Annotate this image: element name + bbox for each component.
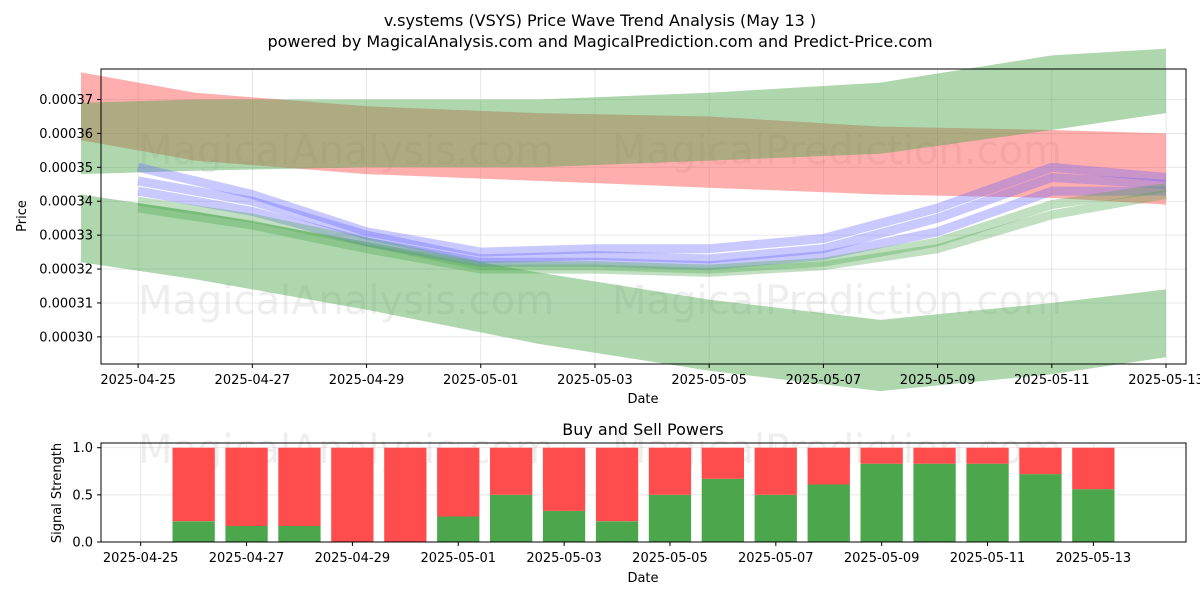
signal-x-tick-label: 2025-05-09 xyxy=(844,551,920,566)
buy-power-bar xyxy=(807,484,850,542)
signal-x-tick-label: 2025-04-25 xyxy=(103,551,179,566)
price-y-tick-label: 0.00037 xyxy=(39,93,93,108)
price-bands xyxy=(81,48,1166,392)
price-x-tick-label: 2025-05-03 xyxy=(557,373,633,388)
price-x-tick-label: 2025-05-07 xyxy=(786,373,862,388)
buy-power-bar xyxy=(490,494,533,542)
price-x-axis-label: Date xyxy=(627,392,658,407)
watermark-text: MagicalAnalysis.com xyxy=(138,278,554,324)
sell-power-bar xyxy=(384,447,427,542)
signal-x-ticks: 2025-04-25 2025-04-27 2025-04-29 2025-05-01… xyxy=(103,542,1131,566)
price-watermarks: MagicalAnalysis.com MagicalPrediction.com… xyxy=(138,128,1062,324)
signal-x-tick-label: 2025-04-29 xyxy=(315,551,391,566)
signal-x-tick-label: 2025-05-05 xyxy=(632,551,708,566)
buy-power-bar xyxy=(1072,489,1115,542)
signal-panel: Buy and Sell Powers MagicalAnalysis.comM… xyxy=(50,420,1187,586)
watermark-text: MagicalPrediction.com xyxy=(612,278,1062,324)
sell-power-bar xyxy=(754,447,797,495)
price-y-tick-label: 0.00032 xyxy=(39,263,93,278)
wave-line xyxy=(137,162,1167,257)
price-y-axis-label: Price xyxy=(15,200,30,232)
sell-power-bar xyxy=(1019,447,1062,475)
buy-power-bar xyxy=(225,526,268,542)
price-grid xyxy=(101,69,1186,364)
chart-subtitle: powered by MagicalAnalysis.com and Magic… xyxy=(267,32,932,51)
wave-line xyxy=(137,190,1167,277)
price-x-tick-label: 2025-04-27 xyxy=(215,373,291,388)
price-x-ticks: 2025-04-25 2025-04-27 2025-04-29 2025-05-01… xyxy=(100,364,1200,388)
signal-x-tick-label: 2025-05-01 xyxy=(420,551,496,566)
signal-axes-frame xyxy=(100,442,1187,543)
signal-y-axis-label: Signal Strength xyxy=(50,443,65,543)
buy-power-bar xyxy=(1019,474,1062,542)
price-x-tick-label: 2025-05-09 xyxy=(900,373,976,388)
price-y-tick-label: 0.00030 xyxy=(39,330,93,345)
buy-power-bar xyxy=(648,494,692,542)
sell-power-bar xyxy=(595,447,639,522)
price-panel: MagicalAnalysis.com MagicalPrediction.com… xyxy=(15,48,1200,407)
price-x-tick-label: 2025-05-11 xyxy=(1014,373,1090,388)
trend-band xyxy=(81,72,1166,205)
price-y-tick-label: 0.00035 xyxy=(39,161,93,176)
wave-line xyxy=(137,186,1166,271)
price-x-tick-label: 2025-04-29 xyxy=(329,373,405,388)
buy-power-bar xyxy=(966,463,1009,542)
price-y-tick-label: 0.00031 xyxy=(39,296,93,311)
buy-power-bar xyxy=(172,521,215,542)
signal-x-tick-label: 2025-04-27 xyxy=(209,551,285,566)
price-y-tick-label: 0.00033 xyxy=(39,229,93,244)
watermark-text: MagicalAnalysis.com xyxy=(138,128,554,174)
buy-power-bar xyxy=(913,463,956,542)
buy-power-bar xyxy=(860,463,903,542)
sell-power-bar xyxy=(913,447,956,464)
price-y-ticks: 0.00030 0.00031 0.00032 0.00033 0.00034 0.000… xyxy=(39,93,101,345)
buy-power-bar xyxy=(542,510,586,542)
sell-power-bar xyxy=(701,447,744,479)
sell-power-bar xyxy=(225,447,268,526)
watermark-text: MagicalPrediction.com xyxy=(612,128,1062,174)
chart-title: v.systems (VSYS) Price Wave Trend Analys… xyxy=(384,11,816,30)
price-y-tick-label: 0.00036 xyxy=(39,127,93,142)
signal-chart-title: Buy and Sell Powers xyxy=(562,420,724,439)
signal-x-axis-label: Date xyxy=(627,571,658,586)
buy-power-bar xyxy=(437,516,480,542)
signal-y-tick-label: 0.0 xyxy=(72,536,93,551)
wave-line xyxy=(137,183,1167,274)
buy-power-bar xyxy=(595,521,639,542)
sell-power-bar xyxy=(490,447,533,495)
price-x-tick-label: 2025-04-25 xyxy=(100,373,176,388)
price-axes-frame xyxy=(100,68,1187,365)
sell-power-bar xyxy=(542,447,586,511)
buy-power-bar xyxy=(754,494,797,542)
wave-line xyxy=(137,173,1167,264)
signal-x-tick-label: 2025-05-13 xyxy=(1056,551,1132,566)
trend-band xyxy=(81,194,1166,392)
price-lines xyxy=(137,162,1167,277)
price-y-tick-label: 0.00034 xyxy=(39,195,93,210)
sell-power-bar xyxy=(966,447,1009,464)
sell-power-bar xyxy=(860,447,903,464)
sell-power-bar xyxy=(648,447,692,495)
buy-power-bar xyxy=(701,478,744,542)
sell-power-bar xyxy=(172,447,215,522)
price-x-tick-label: 2025-05-01 xyxy=(443,373,519,388)
signal-x-tick-label: 2025-05-07 xyxy=(738,551,814,566)
signal-y-tick-label: 1.0 xyxy=(72,441,93,456)
buy-power-bar xyxy=(278,526,321,542)
sell-power-bar xyxy=(1072,447,1115,490)
sell-power-bar xyxy=(437,447,480,517)
trend-band xyxy=(81,48,1166,175)
signal-x-tick-label: 2025-05-03 xyxy=(526,551,602,566)
signal-y-tick-label: 0.5 xyxy=(72,488,93,503)
sell-power-bar xyxy=(331,447,374,542)
signal-bars xyxy=(172,447,1115,542)
price-x-tick-label: 2025-05-05 xyxy=(671,373,747,388)
sell-power-bar xyxy=(807,447,850,485)
signal-x-tick-label: 2025-05-11 xyxy=(950,551,1026,566)
price-x-tick-label: 2025-05-13 xyxy=(1128,373,1200,388)
signal-y-ticks: 0.0 0.5 1.0 xyxy=(72,441,101,551)
sell-power-bar xyxy=(278,447,321,526)
